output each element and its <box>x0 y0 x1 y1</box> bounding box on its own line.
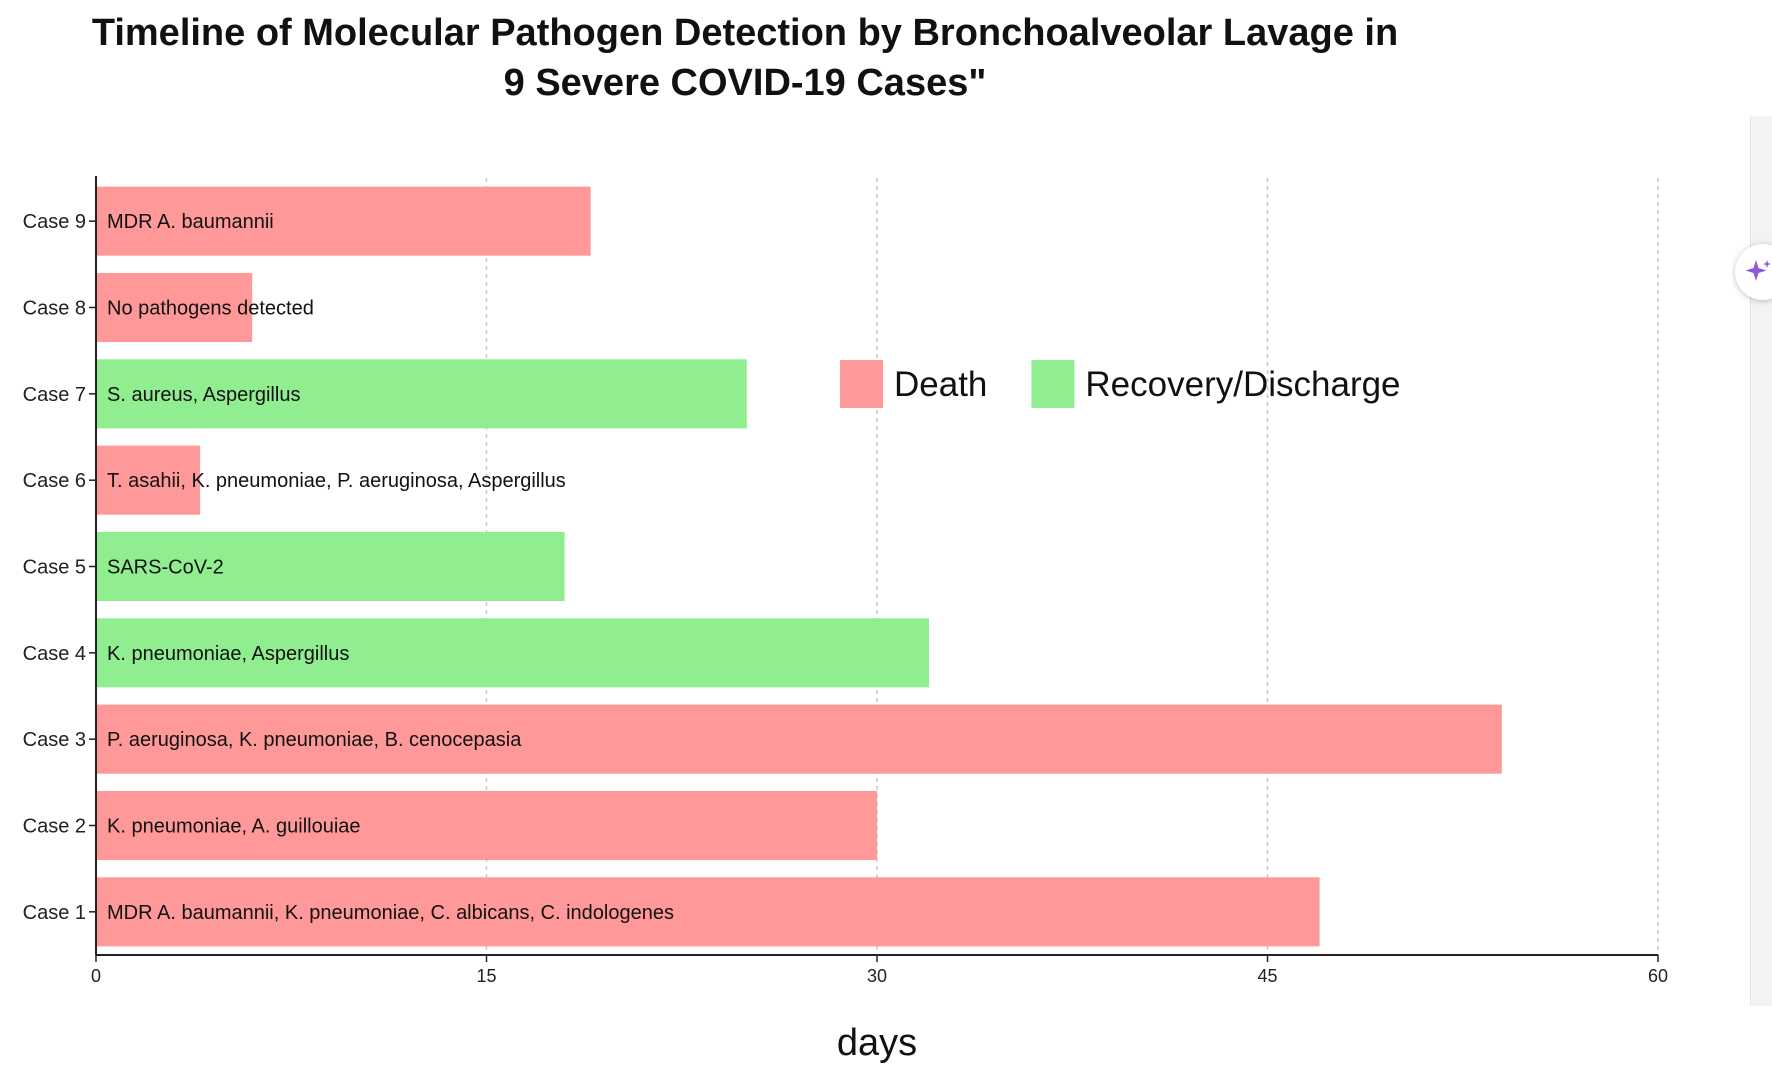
y-tick-label: Case 7 <box>23 384 86 406</box>
bar <box>96 790 877 861</box>
y-tick-label: Case 3 <box>23 729 86 751</box>
bar-label: No pathogens detected <box>107 298 314 320</box>
bar <box>96 186 591 256</box>
bar <box>96 877 1320 947</box>
y-tick-label: Case 5 <box>23 557 86 579</box>
x-tick-label: 15 <box>476 966 496 986</box>
bar <box>96 531 565 602</box>
bar <box>96 445 201 515</box>
legend-swatch <box>840 360 883 408</box>
y-tick-label: Case 8 <box>23 298 86 320</box>
bar <box>96 359 747 429</box>
bar-label: K. pneumoniae, Aspergillus <box>107 643 349 665</box>
bar-label: SARS-CoV-2 <box>107 557 224 579</box>
chart-title-line-1: Timeline of Molecular Pathogen Detection… <box>91 12 1399 54</box>
assistant-button[interactable] <box>1735 244 1772 300</box>
legend-label: Recovery/Discharge <box>1085 365 1400 404</box>
legend-swatch <box>1031 360 1075 408</box>
y-tick-label: Case 4 <box>23 643 86 665</box>
bar <box>96 704 1502 774</box>
x-tick-label: 45 <box>1257 966 1277 986</box>
y-tick-label: Case 6 <box>23 470 86 492</box>
bar-label: P. aeruginosa, K. pneumoniae, B. cenocep… <box>107 729 522 751</box>
bar <box>96 272 253 343</box>
bar-label: T. asahii, K. pneumoniae, P. aeruginosa,… <box>107 470 566 492</box>
bar-label: MDR A. baumannii, K. pneumoniae, C. albi… <box>107 902 674 924</box>
x-tick-label: 0 <box>91 966 101 986</box>
x-tick-label: 30 <box>867 966 887 986</box>
y-tick-label: Case 2 <box>23 816 86 838</box>
bar <box>96 618 930 688</box>
bar-label: S. aureus, Aspergillus <box>107 384 300 406</box>
side-panel-edge <box>1750 116 1772 1006</box>
x-axis-label: days <box>837 1022 917 1064</box>
chart-title-line-2: 9 Severe COVID-19 Cases" <box>503 62 987 104</box>
y-tick-label: Case 9 <box>23 211 86 233</box>
chart-title: Timeline of Molecular Pathogen Detection… <box>0 8 1490 108</box>
sparkle-icon <box>1745 260 1771 281</box>
y-tick-label: Case 1 <box>23 902 86 924</box>
x-tick-label: 60 <box>1648 966 1668 986</box>
legend-label: Death <box>894 365 987 404</box>
bar-label: K. pneumoniae, A. guillouiae <box>107 816 361 838</box>
bar-label: MDR A. baumannii <box>107 211 274 233</box>
